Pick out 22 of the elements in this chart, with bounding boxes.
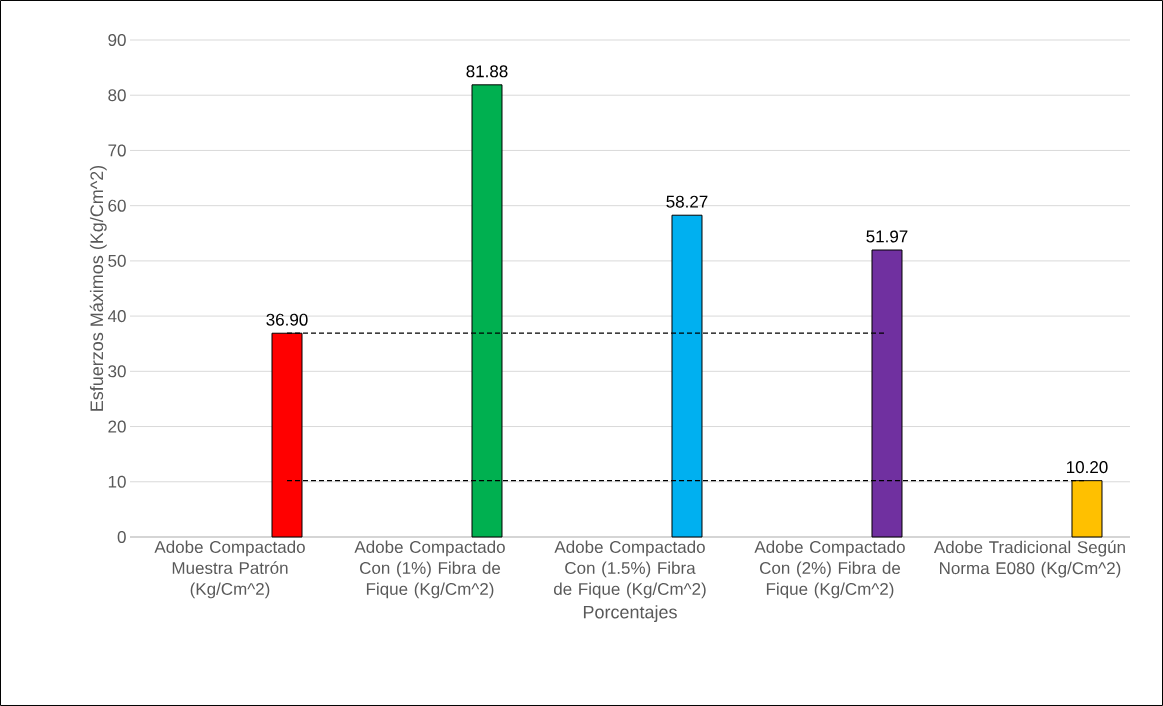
data-label: 58.27 bbox=[666, 195, 708, 208]
data-label: 51.97 bbox=[866, 230, 908, 243]
x-tick-label: Adobe Compactado Con (1.5%) Fibra de Fique (Kg/Cm^2) bbox=[553, 540, 706, 599]
y-tick-label: 10 bbox=[108, 475, 126, 488]
y-tick-label: 70 bbox=[108, 144, 126, 157]
y-tick-label: 80 bbox=[108, 89, 126, 102]
y-tick-label: 30 bbox=[108, 365, 126, 378]
y-tick-label: 20 bbox=[108, 420, 126, 433]
data-label: 36.90 bbox=[266, 313, 308, 326]
x-tick-label: Adobe Compactado Con (1%) Fibra de Fique (Kg/Cm^2) bbox=[354, 540, 505, 599]
y-tick-label: 50 bbox=[108, 254, 126, 267]
y-tick-label: 60 bbox=[108, 199, 126, 212]
y-tick-label: 90 bbox=[108, 33, 126, 47]
y-tick-label: 40 bbox=[107, 310, 126, 323]
x-tick-label: Adobe Compactado Muestra Patrón (Kg/Cm^2) bbox=[154, 540, 305, 599]
y-axis-title: Esfuerzos Máximos (Kg/Cm^2) bbox=[89, 165, 107, 411]
x-tick-label: Adobe Compactado Con (2%) Fibra de Fique (Kg/Cm^2) bbox=[754, 540, 905, 599]
data-label: 10.20 bbox=[1067, 461, 1108, 474]
data-label: 81.88 bbox=[466, 65, 508, 78]
x-axis-title: Porcentajes bbox=[583, 605, 677, 623]
y-tick-label: 0 bbox=[117, 530, 126, 544]
x-tick-label: Adobe Tradicional Según Norma E080 (Kg/Cm^2) bbox=[933, 540, 1125, 578]
